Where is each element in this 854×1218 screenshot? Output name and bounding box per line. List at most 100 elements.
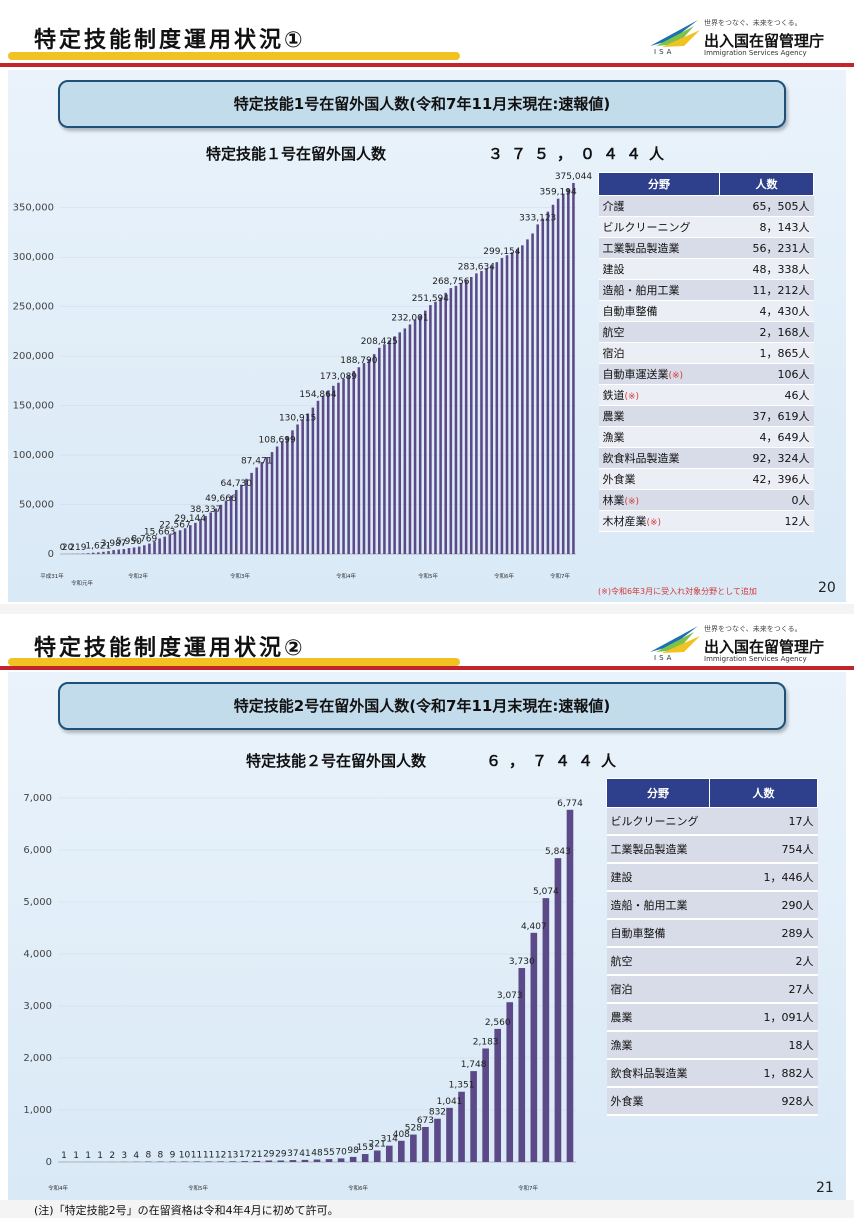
data-label: 251,594: [412, 294, 449, 304]
bar: [446, 1108, 453, 1162]
field-count: 46人: [720, 385, 814, 406]
bar: [393, 336, 396, 554]
bar: [465, 280, 468, 554]
field-name: 農業: [599, 406, 720, 427]
y-tick-label: 3,000: [23, 1001, 52, 1012]
data-label: 299,154: [483, 247, 520, 257]
data-label: 108,699: [259, 435, 296, 445]
field-name: 造船・舶用工業: [607, 891, 710, 919]
data-label: 1: [73, 1151, 79, 1161]
bar: [312, 408, 315, 554]
bar: [205, 1161, 212, 1162]
field-count: 27人: [710, 975, 818, 1003]
field-count: 2人: [710, 947, 818, 975]
bar: [215, 508, 218, 554]
field-count: 4，430人: [720, 301, 814, 322]
data-label: 2,183: [473, 1037, 499, 1047]
data-label: 1: [97, 1151, 103, 1161]
field-name: 宿泊: [607, 975, 710, 1003]
bar: [194, 523, 197, 554]
bar: [266, 457, 269, 554]
header-divider: [0, 63, 854, 67]
field-count: 289人: [710, 919, 818, 947]
logo-name: 出入国在留管理庁: [704, 30, 824, 51]
y-tick-label: 0: [46, 1157, 52, 1168]
bar: [374, 1151, 381, 1162]
field-name: 林業(※): [599, 490, 720, 511]
slide-1: 特定技能制度運用状況① ISA 世界をつなぐ、未来をつくる。 出入国在留管理庁 …: [0, 0, 854, 604]
data-label: 219: [69, 543, 86, 553]
bar: [245, 479, 248, 554]
data-label: 8: [145, 1151, 151, 1161]
bar: [526, 239, 529, 554]
field-count: 1，882人: [710, 1059, 818, 1087]
bar: [128, 548, 131, 554]
bar: [347, 375, 350, 554]
data-label: 3: [121, 1151, 127, 1161]
field-name: 航空: [607, 947, 710, 975]
bar: [455, 286, 458, 554]
field-name: 鉄道(※): [599, 385, 720, 406]
bar: [511, 252, 514, 554]
field-name: 工業製品製造業: [599, 238, 720, 259]
field-count: 92，324人: [720, 448, 814, 469]
bar: [501, 258, 504, 554]
header-divider: [0, 666, 854, 670]
field-name: 自動車運送業(※): [599, 364, 720, 385]
bar: [378, 348, 381, 554]
bar: [199, 519, 202, 554]
data-label: 64,730: [221, 479, 253, 489]
data-label: 4: [133, 1151, 139, 1161]
bar: [496, 262, 499, 554]
bar: [562, 194, 565, 554]
y-tick-label: 200,000: [13, 351, 54, 362]
bar: [398, 332, 401, 554]
data-label: 5,843: [545, 847, 571, 857]
field-count: 18人: [710, 1031, 818, 1059]
field-count: 1，446人: [710, 863, 818, 891]
page-title: 特定技能制度運用状況①: [34, 22, 306, 54]
bar: [460, 283, 463, 554]
bar: [434, 1119, 441, 1162]
bar: [290, 1160, 297, 1162]
field-name: 木材産業(※): [599, 511, 720, 532]
bar: [302, 1160, 309, 1162]
bar: [531, 933, 538, 1162]
bar: [557, 199, 560, 554]
bar: [414, 320, 417, 554]
data-label: 13: [227, 1150, 238, 1160]
field-name: 自動車整備: [607, 919, 710, 947]
x-era-label: 令和2年: [128, 572, 148, 580]
x-era-label: 令和7年: [518, 1184, 538, 1192]
bar: [307, 414, 310, 554]
bar: [229, 1161, 236, 1162]
bar: [485, 268, 488, 554]
y-tick-label: 300,000: [13, 252, 54, 263]
data-label: 9: [170, 1151, 176, 1161]
bar: [281, 441, 284, 554]
table-row: 木材産業(※)12人: [599, 511, 814, 532]
data-label: 268,756: [432, 277, 469, 287]
bar: [276, 446, 279, 554]
field-name: 飲食料品製造業: [599, 448, 720, 469]
field-count: 4，649人: [720, 427, 814, 448]
bar: [373, 354, 376, 554]
bar: [352, 371, 355, 554]
bar: [342, 379, 345, 554]
data-label: 5,074: [533, 887, 559, 897]
bar: [358, 367, 361, 554]
x-era-label: 令和3年: [230, 572, 250, 580]
data-label: 48: [311, 1149, 323, 1159]
page-number: 20: [818, 580, 836, 596]
logo-tagline: 世界をつなぐ、未来をつくる。: [704, 624, 802, 634]
data-label: 55: [323, 1148, 334, 1158]
